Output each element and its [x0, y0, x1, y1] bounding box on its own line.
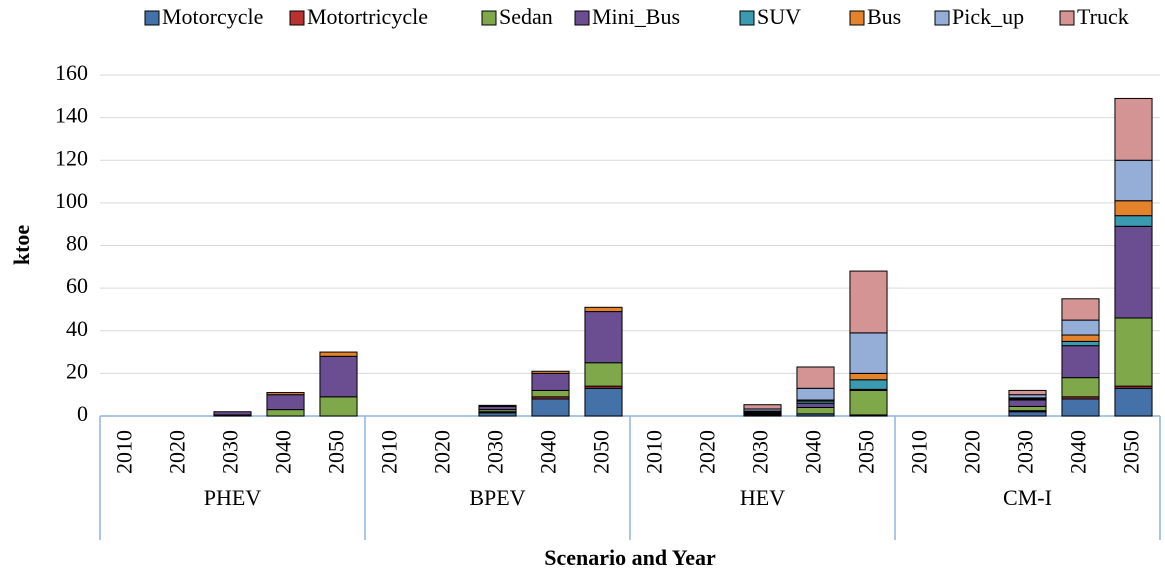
y-axis-title: ktoe [9, 225, 34, 266]
bar-segment [1061, 377, 1100, 398]
legend-label: Mini_Bus [592, 4, 680, 29]
bar-segment [584, 311, 623, 364]
bar-segment [796, 406, 835, 415]
x-tick-label: 2030 [748, 430, 773, 474]
bar-segment [849, 332, 888, 374]
legend-swatch [289, 10, 305, 26]
bar-segment [531, 370, 570, 374]
bar-segment [319, 396, 358, 417]
x-tick-label: 2030 [483, 430, 508, 474]
bar-segment [266, 409, 305, 417]
legend-swatch [481, 10, 497, 26]
legend-label: Pick_up [952, 4, 1024, 29]
bar-segment [1114, 159, 1153, 202]
legend-swatch [739, 10, 755, 26]
x-tick-label: 2040 [1066, 430, 1091, 474]
bar-segment [1114, 200, 1153, 217]
bar-segment [319, 355, 358, 398]
bar-segment [319, 351, 358, 357]
legend-swatch [1059, 10, 1075, 26]
bar-segment [266, 392, 305, 396]
bar-segment [584, 387, 623, 417]
legend-swatch [574, 10, 590, 26]
y-tick-label: 20 [66, 358, 88, 383]
bar-segment [849, 270, 888, 334]
bar-segment [849, 372, 888, 381]
y-tick-label: 40 [66, 316, 88, 341]
y-tick-label: 80 [66, 231, 88, 256]
x-tick-label: 2030 [1013, 430, 1038, 474]
legend-swatch [934, 10, 950, 26]
bar-segment [584, 362, 623, 387]
bar-segment [1061, 345, 1100, 379]
x-tick-label: 2010 [112, 430, 137, 474]
bar-segment [1114, 215, 1153, 227]
bar-segment [1061, 340, 1100, 347]
legend-label: Bus [867, 4, 901, 29]
x-tick-label: 2050 [324, 430, 349, 474]
x-tick-label: 2020 [165, 430, 190, 474]
group-label: BPEV [469, 485, 525, 510]
bar-segment [531, 389, 570, 398]
x-tick-label: 2050 [589, 430, 614, 474]
group-label: CM-I [1003, 485, 1052, 510]
bar-segment [796, 387, 835, 401]
y-tick-label: 140 [55, 103, 88, 128]
bar-segment [1114, 97, 1153, 161]
y-tick-label: 0 [77, 401, 88, 426]
bar-segment [1114, 317, 1153, 387]
legend-swatch [849, 10, 865, 26]
bar-segment [478, 404, 517, 407]
x-tick-label: 2040 [801, 430, 826, 474]
bar-segment [1061, 298, 1100, 321]
group-label: PHEV [204, 485, 262, 510]
legend-label: Truck [1077, 4, 1129, 29]
bar-segment [584, 306, 623, 313]
bar-segment [213, 411, 252, 416]
y-tick-label: 120 [55, 145, 88, 170]
x-tick-label: 2010 [377, 430, 402, 474]
legend-label: SUV [757, 4, 801, 29]
bar-segment [1008, 405, 1047, 412]
legend-label: Motortricycle [307, 4, 428, 29]
bar-segment [849, 379, 888, 390]
bar-segment [743, 404, 782, 410]
bar-segment [1061, 319, 1100, 336]
legend-swatch [144, 10, 160, 26]
x-tick-label: 2010 [907, 430, 932, 474]
bar-segment [531, 372, 570, 391]
bar-segment [1114, 225, 1153, 319]
bar-segment [849, 389, 888, 416]
bar-segment [1008, 399, 1047, 407]
y-tick-label: 60 [66, 273, 88, 298]
y-tick-label: 160 [55, 60, 88, 85]
legend-label: Sedan [499, 4, 553, 29]
bar-segment [796, 402, 835, 408]
group-label: HEV [740, 485, 785, 510]
bar-segment [266, 394, 305, 411]
x-tick-label: 2040 [536, 430, 561, 474]
bar-segment [1061, 398, 1100, 417]
bar-segment [796, 366, 835, 389]
x-tick-label: 2050 [1119, 430, 1144, 474]
y-tick-label: 100 [55, 188, 88, 213]
x-tick-label: 2020 [695, 430, 720, 474]
bar-segment [1008, 411, 1047, 417]
x-tick-label: 2020 [960, 430, 985, 474]
x-tick-label: 2030 [218, 430, 243, 474]
x-tick-label: 2040 [271, 430, 296, 474]
bar-segment [531, 398, 570, 417]
bar-segment [1008, 389, 1047, 396]
bar-segment [1061, 334, 1100, 342]
x-tick-label: 2020 [430, 430, 455, 474]
x-axis-title: Scenario and Year [544, 545, 716, 570]
x-tick-label: 2050 [854, 430, 879, 474]
legend-label: Motorcycle [162, 4, 263, 29]
x-tick-label: 2010 [642, 430, 667, 474]
bar-segment [1114, 387, 1153, 417]
